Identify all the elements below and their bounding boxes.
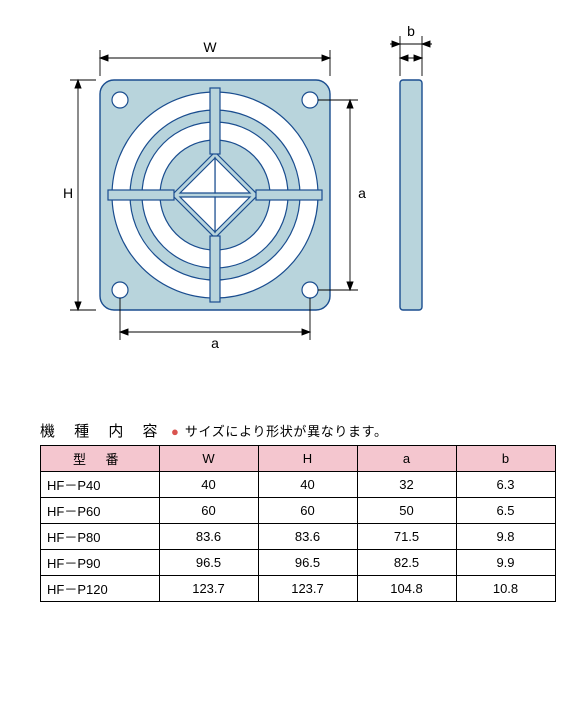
- value-cell: 123.7: [258, 576, 357, 602]
- value-cell: 123.7: [159, 576, 258, 602]
- value-cell: 10.8: [456, 576, 555, 602]
- table-row: HF－P404040326.3: [41, 472, 556, 498]
- value-cell: 83.6: [159, 524, 258, 550]
- dim-label-a-bottom: a: [211, 335, 219, 351]
- col-header-W: W: [159, 446, 258, 472]
- value-cell: 40: [159, 472, 258, 498]
- value-cell: 40: [258, 472, 357, 498]
- value-cell: 82.5: [357, 550, 456, 576]
- section-title-row: 機 種 内 容 ● サイズにより形状が異なります。: [40, 420, 560, 441]
- value-cell: 6.5: [456, 498, 555, 524]
- col-header-b: b: [456, 446, 555, 472]
- col-header-H: H: [258, 446, 357, 472]
- value-cell: 104.8: [357, 576, 456, 602]
- value-cell: 50: [357, 498, 456, 524]
- dim-label-b: b: [407, 23, 415, 39]
- section-title-main: 機 種 内 容: [40, 420, 165, 441]
- table-row: HF－P9096.596.582.59.9: [41, 550, 556, 576]
- model-cell: HF－P120: [41, 576, 160, 602]
- table-row: HF－P120123.7123.7104.810.8: [41, 576, 556, 602]
- model-cell: HF－P90: [41, 550, 160, 576]
- section-title-sub: サイズにより形状が異なります。: [185, 421, 388, 440]
- value-cell: 60: [258, 498, 357, 524]
- value-cell: 71.5: [357, 524, 456, 550]
- value-cell: 9.8: [456, 524, 555, 550]
- model-cell: HF－P40: [41, 472, 160, 498]
- table-header-row: 型番 W H a b: [41, 446, 556, 472]
- technical-drawing: W H a a b: [20, 20, 560, 360]
- value-cell: 83.6: [258, 524, 357, 550]
- dim-label-a-right: a: [358, 185, 366, 201]
- value-cell: 6.3: [456, 472, 555, 498]
- model-cell: HF－P80: [41, 524, 160, 550]
- drawing-svg: W H a a b: [20, 20, 560, 360]
- table-row: HF－P606060506.5: [41, 498, 556, 524]
- col-header-model: 型番: [41, 446, 160, 472]
- dim-label-W: W: [203, 39, 217, 55]
- model-cell: HF－P60: [41, 498, 160, 524]
- value-cell: 96.5: [258, 550, 357, 576]
- value-cell: 32: [357, 472, 456, 498]
- value-cell: 9.9: [456, 550, 555, 576]
- table-row: HF－P8083.683.671.59.8: [41, 524, 556, 550]
- value-cell: 60: [159, 498, 258, 524]
- value-cell: 96.5: [159, 550, 258, 576]
- section-title-dot: ●: [171, 424, 179, 439]
- col-header-a: a: [357, 446, 456, 472]
- spec-table: 型番 W H a b HF－P404040326.3HF－P606060506.…: [40, 445, 556, 602]
- dim-label-H: H: [63, 185, 73, 201]
